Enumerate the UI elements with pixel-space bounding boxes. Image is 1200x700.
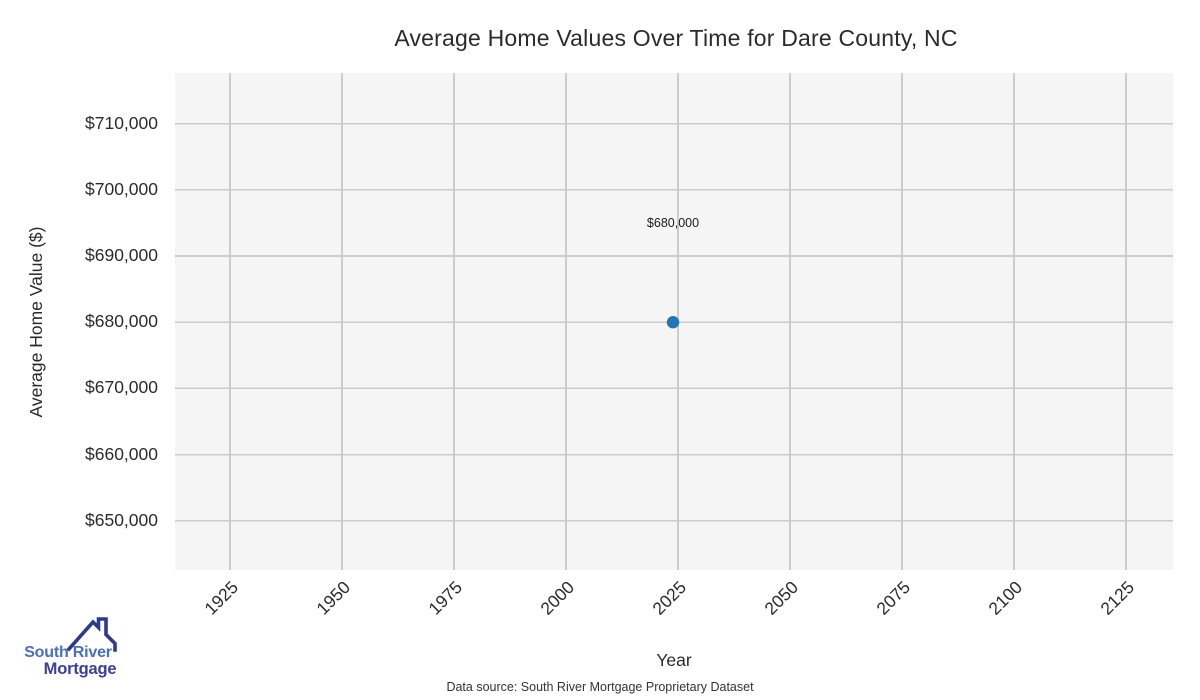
- chart-title: Average Home Values Over Time for Dare C…: [394, 25, 958, 51]
- ytick-650000: $650,000: [85, 509, 158, 530]
- xtick-2100: 2100: [984, 577, 1027, 619]
- xtick-1975: 1975: [424, 577, 467, 619]
- xtick-2000: 2000: [536, 577, 579, 619]
- xtick-2075: 2075: [872, 577, 915, 619]
- logo-text-mortgage: Mortgage: [43, 660, 117, 678]
- xtick-2125: 2125: [1096, 577, 1139, 619]
- y-axis-label: Average Home Value ($): [26, 226, 46, 418]
- data-point-label: $680,000: [646, 216, 700, 230]
- data-point-2024: [666, 316, 680, 329]
- data-source-note: Data source: South River Mortgage Propri…: [446, 680, 754, 694]
- plot-area: [175, 73, 1173, 570]
- ytick-660000: $660,000: [85, 443, 158, 464]
- south-river-mortgage-logo: South River Mortgage: [22, 614, 126, 680]
- ytick-710000: $710,000: [85, 112, 158, 133]
- xtick-1950: 1950: [312, 577, 355, 619]
- logo-text-south-river: South River: [24, 644, 112, 661]
- x-axis-label: Year: [656, 650, 692, 670]
- ytick-680000: $680,000: [85, 311, 158, 332]
- xtick-1925: 1925: [200, 577, 243, 619]
- house-roof-icon: [66, 617, 117, 652]
- ytick-670000: $670,000: [85, 377, 158, 398]
- ytick-700000: $700,000: [85, 178, 158, 199]
- ytick-690000: $690,000: [85, 245, 158, 265]
- gridlines: [175, 73, 1173, 570]
